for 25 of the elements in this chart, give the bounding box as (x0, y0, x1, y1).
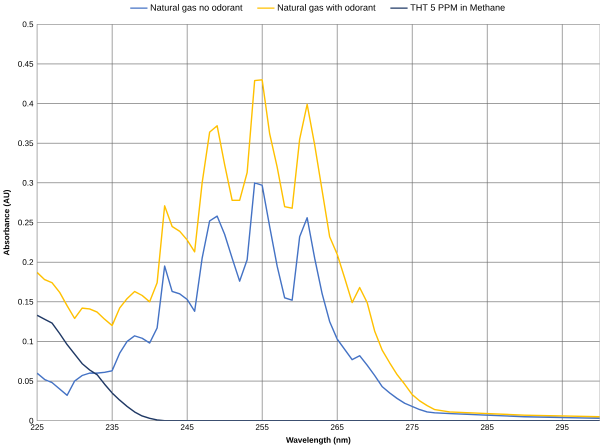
x-tick-label: 275 (406, 424, 419, 430)
legend-label: THT 5 PPM in Methane (410, 4, 505, 11)
y-tick-label: 0.3 (22, 180, 34, 186)
y-axis-title: Absorbance (AU) (3, 190, 11, 256)
x-tick-label: 295 (556, 424, 569, 430)
x-tick-label: 225 (30, 424, 44, 430)
line-series (37, 314, 600, 421)
x-tick-label: 255 (256, 424, 269, 430)
x-tick-label: 265 (330, 424, 344, 430)
y-tick-label: 0.45 (18, 61, 34, 67)
x-tick-label: 285 (480, 424, 494, 430)
y-tick-label: 0.1 (22, 338, 34, 344)
legend-label: Natural gas no odorant (150, 4, 242, 13)
y-tick-label: 0.05 (18, 378, 34, 384)
legend-label: Natural gas with odorant (278, 4, 376, 13)
y-tick-label: 0.35 (18, 140, 34, 146)
y-tick-label: 0 (29, 418, 34, 424)
y-tick-label: 0.15 (18, 299, 34, 305)
x-tick-label: 245 (180, 424, 194, 430)
x-tick-label: 235 (106, 424, 119, 430)
y-tick-label: 0.5 (22, 22, 34, 28)
y-tick-label: 0.25 (18, 220, 34, 226)
x-axis-title: Wavelength (nm) (286, 436, 350, 445)
y-tick-label: 0.4 (22, 100, 34, 107)
y-tick-label: 0.2 (22, 259, 34, 266)
